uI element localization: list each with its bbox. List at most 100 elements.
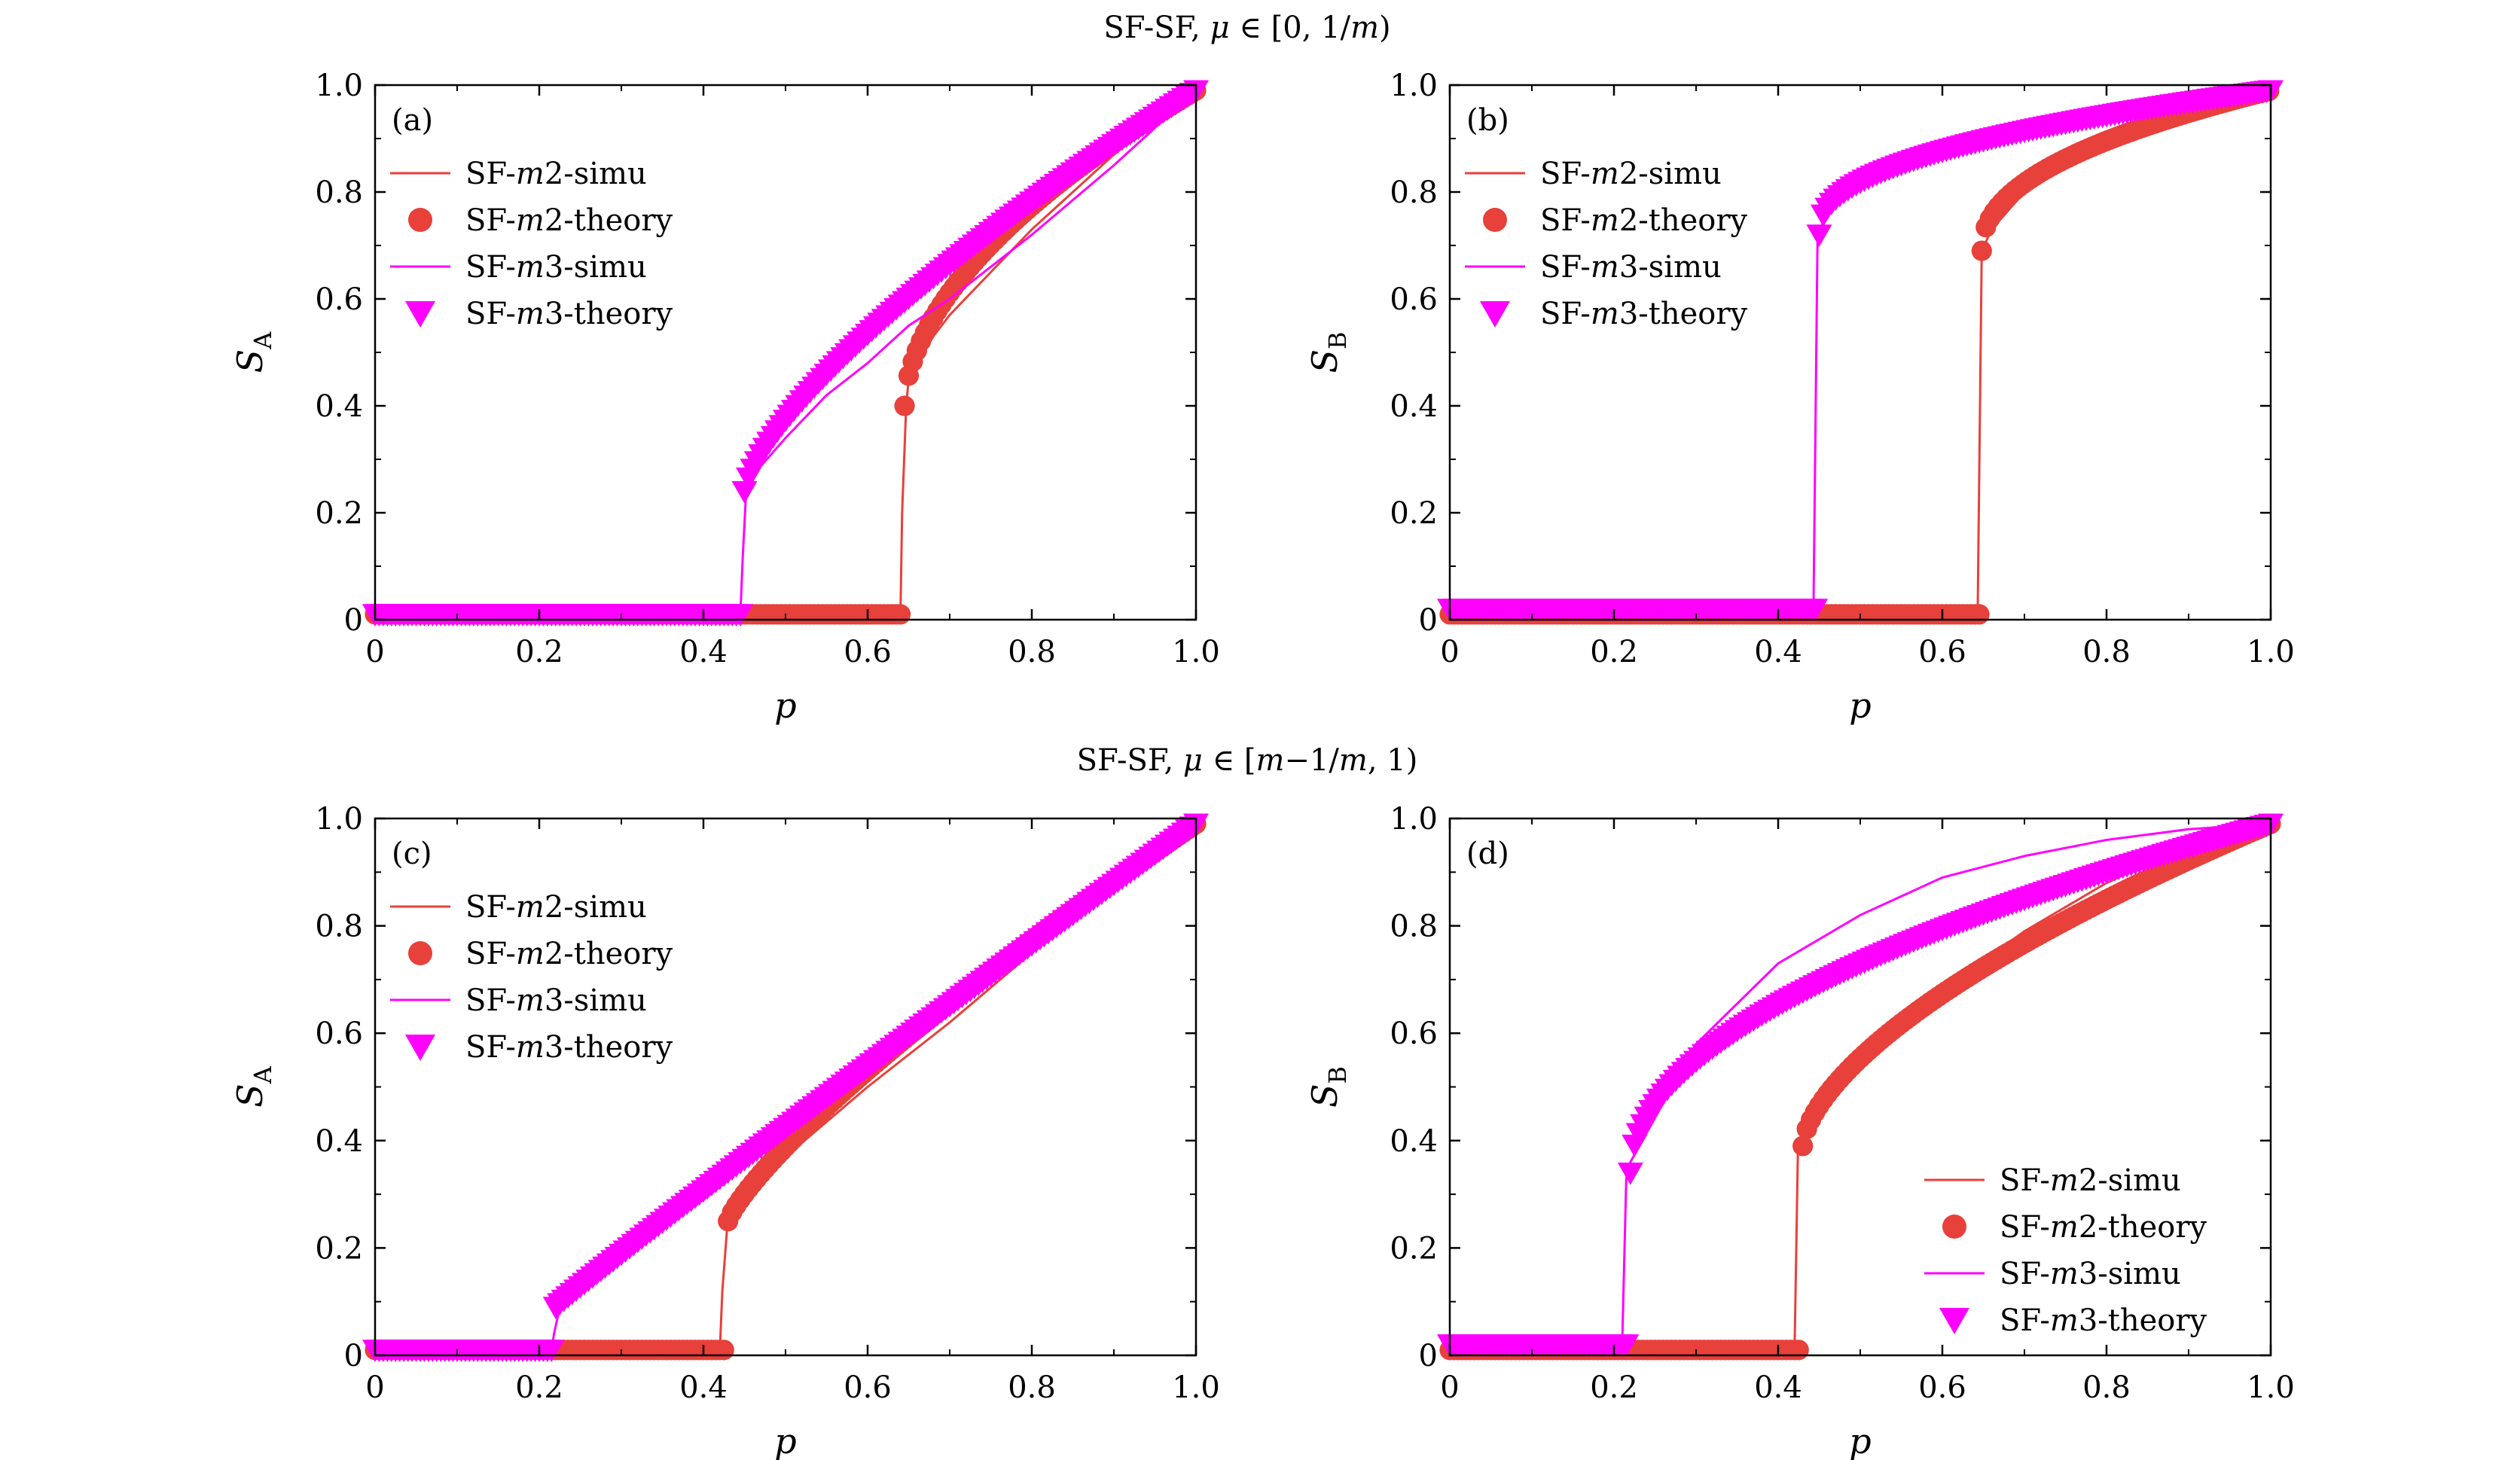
y-tick-label: 0 xyxy=(344,603,363,638)
series-line-m3-simu xyxy=(1450,822,2271,1346)
data-point xyxy=(890,604,911,625)
x-axis-label: p xyxy=(774,1421,796,1460)
data-point xyxy=(713,1340,734,1361)
legend-triangle-marker xyxy=(1939,1308,1969,1334)
data-point xyxy=(1613,1334,1640,1357)
x-axis-label: p xyxy=(1849,685,1871,726)
y-tick-label: 0.2 xyxy=(315,496,363,531)
y-tick-label: 1.0 xyxy=(315,802,363,837)
legend: SF-m2-simu SF-m2-theory SF-m3-simu SF-m3-th… xyxy=(390,157,673,331)
x-tick-label: 1.0 xyxy=(1172,1370,1220,1405)
legend-entry-label: SF-m2-simu xyxy=(465,890,647,925)
series-markers-m3-theory xyxy=(1437,80,2284,621)
y-tick-label: 1.0 xyxy=(1390,802,1438,837)
x-tick-label: 0.8 xyxy=(1008,1370,1056,1405)
x-tick-label: 1.0 xyxy=(2247,635,2295,669)
y-tick-label: 0.4 xyxy=(315,389,363,424)
legend-circle-marker xyxy=(408,208,432,232)
y-tick-label: 1.0 xyxy=(315,69,363,103)
y-axis-label: SB xyxy=(1304,1066,1352,1108)
panel-b: 00 0.2 0.2 0.4 0.4 0.6 0.6 0.8 0.8 1.0 1.0 p SB (b) SF… xyxy=(1304,69,2295,726)
row-title-bottom: SF-SF, μ ∈ [m−1/m, 1) xyxy=(1077,743,1418,778)
data-point xyxy=(1617,1163,1643,1185)
y-tick-label: 0.4 xyxy=(1390,389,1438,424)
legend: SF-m2-simu SF-m2-theory SF-m3-simu SF-m3-th… xyxy=(1924,1163,2207,1338)
x-tick-label: 0.6 xyxy=(844,635,892,669)
legend-entry-label: SF-m3-theory xyxy=(2000,1303,2207,1338)
y-axis-label: SB xyxy=(1304,331,1352,373)
legend-entry-label: SF-m3-theory xyxy=(1540,297,1747,331)
panel-label: (a) xyxy=(392,103,433,138)
panel-a: 00 0.2 0.2 0.4 0.4 0.6 0.6 0.8 0.8 1.0 1.0 p SA (a) SF… xyxy=(230,69,1220,726)
data-point xyxy=(1969,604,1990,625)
x-tick-label: 0.8 xyxy=(1008,635,1056,669)
y-tick-label: 0.2 xyxy=(315,1231,363,1266)
row-title-top: SF-SF, μ ∈ [0, 1/m) xyxy=(1103,11,1390,45)
x-tick-label: 0 xyxy=(1440,1370,1459,1405)
y-tick-label: 0.2 xyxy=(1390,1231,1438,1266)
legend: SF-m2-simu SF-m2-theory SF-m3-simu SF-m3-th… xyxy=(1465,157,1747,331)
y-tick-label: 0.6 xyxy=(1390,1017,1438,1051)
plot-area xyxy=(362,80,1209,626)
panel-c: 00 0.2 0.2 0.4 0.4 0.6 0.6 0.8 0.8 1.0 1.0 p SA (c) SF… xyxy=(230,802,1220,1460)
data-point xyxy=(1802,599,1829,621)
series-markers-m3-theory xyxy=(1437,813,2284,1357)
panel-d: 00 0.2 0.2 0.4 0.4 0.6 0.6 0.8 0.8 1.0 1.0 p SB (d) SF… xyxy=(1304,802,2295,1460)
legend-entry-label: SF-m2-theory xyxy=(465,937,673,971)
legend-entry-label: SF-m3-simu xyxy=(1540,250,1722,285)
legend-triangle-marker xyxy=(405,301,435,328)
series-markers-m3-theory xyxy=(362,80,1209,626)
legend-entry-label: SF-m3-simu xyxy=(465,250,647,285)
x-tick-label: 0 xyxy=(365,1370,384,1405)
data-point xyxy=(728,604,754,626)
y-axis-label: SA xyxy=(230,1065,277,1108)
y-tick-label: 1.0 xyxy=(1390,69,1438,103)
x-tick-label: 0.4 xyxy=(679,1370,728,1405)
legend-entry-label: SF-m3-theory xyxy=(465,1030,673,1065)
legend-circle-marker xyxy=(1942,1215,1966,1239)
x-tick-label: 1.0 xyxy=(1172,635,1220,669)
legend-triangle-marker xyxy=(405,1035,435,1061)
data-point xyxy=(1792,1135,1814,1157)
y-tick-label: 0 xyxy=(1419,1339,1438,1373)
series-markers-m3-theory xyxy=(362,813,1209,1362)
x-tick-label: 0.8 xyxy=(2082,1370,2131,1405)
legend: SF-m2-simu SF-m2-theory SF-m3-simu SF-m3-th… xyxy=(390,890,673,1065)
legend-circle-marker xyxy=(408,941,432,965)
panel-label: (d) xyxy=(1466,837,1509,871)
y-tick-label: 0 xyxy=(344,1339,363,1373)
x-tick-label: 0.4 xyxy=(679,635,728,669)
y-tick-label: 0.6 xyxy=(315,282,363,317)
y-tick-label: 0.6 xyxy=(1390,282,1438,317)
data-point xyxy=(731,481,758,504)
y-tick-label: 0.8 xyxy=(1390,910,1438,944)
y-tick-label: 0.6 xyxy=(315,1017,363,1051)
x-tick-label: 0.2 xyxy=(1590,635,1638,669)
y-tick-label: 0.8 xyxy=(315,910,363,944)
x-tick-label: 1.0 xyxy=(2247,1370,2295,1405)
data-point xyxy=(1788,1340,1809,1361)
data-point xyxy=(1971,240,1992,261)
data-point xyxy=(1806,224,1832,247)
legend-entry-label: SF-m3-theory xyxy=(465,297,673,331)
y-tick-label: 0.2 xyxy=(1390,496,1438,531)
legend-entry-label: SF-m2-theory xyxy=(2000,1210,2207,1245)
panel-label: (b) xyxy=(1466,103,1509,138)
x-tick-label: 0.6 xyxy=(1918,1370,1966,1405)
y-axis-label: SA xyxy=(230,331,277,373)
legend-entry-label: SF-m2-simu xyxy=(1540,157,1722,191)
x-tick-label: 0.4 xyxy=(1754,1370,1802,1405)
x-tick-label: 0.8 xyxy=(2082,635,2131,669)
series-line-m2-simu xyxy=(375,89,1197,616)
y-tick-label: 0.4 xyxy=(1390,1124,1438,1159)
y-tick-label: 0.8 xyxy=(315,175,363,210)
x-tick-label: 0.2 xyxy=(515,1370,563,1405)
series-line-m3-simu xyxy=(375,89,1197,616)
x-axis-label: p xyxy=(774,685,796,726)
y-tick-label: 0.4 xyxy=(315,1124,363,1159)
data-point xyxy=(538,1340,565,1362)
x-tick-label: 0 xyxy=(365,635,384,669)
legend-circle-marker xyxy=(1483,208,1507,232)
y-tick-label: 0 xyxy=(1419,603,1438,638)
